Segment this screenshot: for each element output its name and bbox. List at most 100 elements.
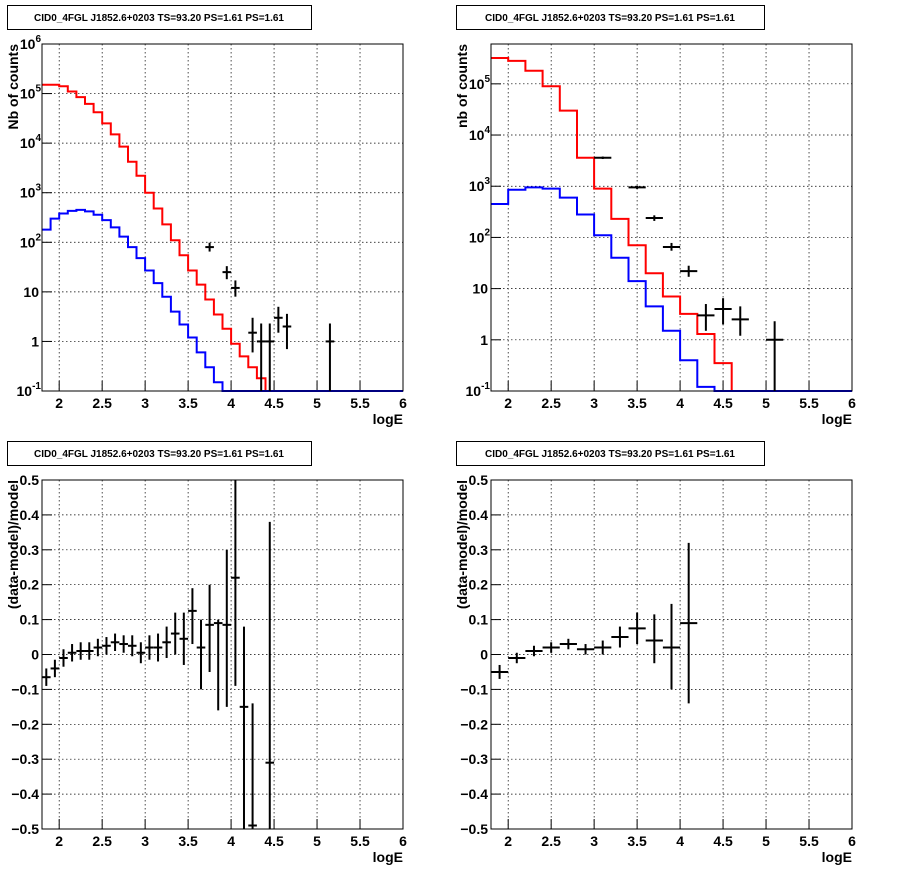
y-tick-label: −0.1	[11, 681, 39, 697]
data-point	[282, 313, 292, 350]
plot-frame	[41, 479, 404, 830]
data-point	[714, 298, 732, 325]
y-tick-label: 0.1	[469, 612, 489, 628]
y-tick-label: 105	[469, 74, 491, 92]
title-box	[456, 5, 765, 30]
title-box	[7, 5, 312, 30]
x-tick-label: 2.5	[92, 833, 112, 849]
data-point	[662, 603, 681, 690]
x-tick-label: 6	[848, 395, 856, 411]
y-tick-label: −0.5	[11, 821, 39, 837]
data-point	[119, 635, 128, 653]
data-point	[59, 649, 68, 667]
y-tick-label: 0.2	[469, 577, 489, 593]
data-point	[231, 480, 240, 686]
data-point	[491, 664, 509, 679]
data-point	[222, 549, 232, 707]
data-point	[222, 266, 232, 280]
x-tick-label: 4	[227, 833, 235, 849]
y-tick-label: 102	[20, 232, 42, 250]
data-point	[145, 635, 154, 660]
data-point	[205, 242, 214, 252]
data-point	[680, 542, 698, 704]
data-point	[594, 156, 612, 160]
chart-title: CID0_4FGL J1852.6+0203 TS=93.20 PS=1.61 …	[34, 13, 284, 24]
y-tick-label: 104	[20, 133, 42, 151]
data-point	[42, 668, 51, 686]
y-tick-label: −0.2	[11, 716, 39, 732]
data-point	[231, 280, 240, 297]
y-tick-label: 0.4	[469, 507, 489, 523]
data-point	[645, 614, 663, 664]
x-tick-label: 4	[676, 833, 684, 849]
title-box	[456, 441, 765, 466]
chart-panel-1: 2 2.5 3 3.5 4 4.5 5 5.5 6 10-1 1 10 102 103 104 105 106 l…	[5, 5, 407, 427]
y-tick-label: −0.4	[11, 786, 39, 802]
data-point	[265, 323, 275, 391]
data-point	[196, 619, 206, 690]
x-tick-label: 4	[227, 395, 235, 411]
plot-frame	[490, 43, 853, 392]
x-tick-label: 2.5	[541, 833, 561, 849]
series-model	[491, 57, 852, 392]
x-tick-label: 3	[590, 833, 598, 849]
data-point	[594, 640, 612, 655]
data-point	[239, 626, 249, 829]
data-point	[611, 626, 629, 648]
x-axis-label: logE	[822, 849, 852, 865]
data-point	[102, 637, 111, 655]
y-axis-label: (data-model)/model	[5, 480, 21, 609]
x-tick-label: 4.5	[264, 833, 284, 849]
data-point	[67, 644, 77, 662]
y-tick-label: 10	[23, 284, 39, 300]
y-tick-label: 0.5	[469, 472, 489, 488]
series-background	[42, 208, 403, 392]
data-point	[188, 588, 197, 645]
x-tick-label: 5.5	[799, 833, 819, 849]
data-point	[662, 242, 681, 251]
y-tick-label: 0.3	[469, 542, 489, 558]
data-point	[127, 635, 137, 657]
x-tick-label: 4.5	[713, 395, 733, 411]
y-tick-label: 0.5	[20, 472, 40, 488]
y-tick-label: 1	[31, 333, 39, 349]
data-point	[680, 265, 698, 277]
y-tick-label: 104	[469, 125, 491, 143]
y-tick-label: 10	[472, 281, 488, 297]
x-tick-label: 2	[504, 395, 512, 411]
data-point	[542, 642, 560, 653]
plot-frame	[41, 43, 404, 392]
x-tick-label: 4.5	[713, 833, 733, 849]
x-tick-label: 3.5	[627, 833, 647, 849]
data-point	[213, 619, 223, 711]
data-point	[265, 521, 275, 829]
y-tick-label: 10-1	[466, 381, 491, 399]
y-tick-label: 0.2	[20, 577, 40, 593]
x-tick-label: 3.5	[627, 395, 647, 411]
data-point	[76, 642, 85, 660]
x-tick-label: 2.5	[541, 395, 561, 411]
y-tick-label: 105	[20, 84, 42, 102]
data-point	[84, 642, 94, 660]
data-point	[766, 321, 784, 391]
data-point	[162, 626, 171, 658]
x-tick-label: 2	[55, 833, 63, 849]
y-tick-label: −0.2	[460, 716, 488, 732]
y-tick-label: 0.1	[20, 612, 40, 628]
x-tick-label: 3	[141, 833, 149, 849]
x-tick-label: 5	[313, 833, 321, 849]
chart-title: CID0_4FGL J1852.6+0203 TS=93.20 PS=1.61 …	[34, 449, 284, 460]
title-box	[7, 441, 312, 466]
y-tick-label: 0	[480, 647, 488, 663]
data-point	[136, 642, 146, 664]
data-point	[153, 633, 163, 662]
y-tick-label: 102	[469, 227, 491, 245]
data-point	[325, 323, 335, 391]
data-point	[645, 215, 663, 221]
x-tick-label: 6	[848, 833, 856, 849]
y-axis-label: nb of counts	[454, 44, 470, 128]
chart-title: CID0_4FGL J1852.6+0203 TS=93.20 PS=1.61 …	[485, 449, 735, 460]
series-background	[491, 186, 852, 392]
x-axis-label: logE	[373, 849, 403, 865]
